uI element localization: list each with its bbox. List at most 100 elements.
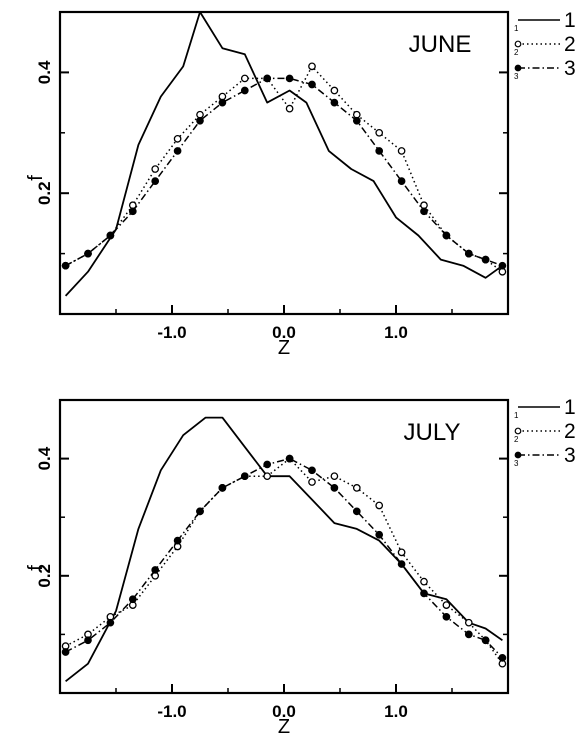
data-point [330, 98, 339, 107]
y-axis-label: f [25, 175, 47, 181]
data-point [330, 484, 339, 492]
series-3 [61, 454, 507, 662]
data-point [375, 128, 384, 137]
legend-index: 2 [514, 435, 519, 444]
data-point [352, 484, 361, 492]
x-axis-label: Z [278, 716, 290, 734]
data-point [106, 618, 115, 627]
data-point [173, 147, 182, 155]
data-point [285, 454, 294, 463]
legend-index: 1 [514, 24, 519, 33]
x-tick-label: 1.0 [384, 323, 408, 342]
series-1 [64, 11, 503, 297]
data-point [240, 86, 249, 95]
data-point [442, 612, 451, 621]
data-point [375, 501, 384, 510]
x-tick-label: 1.0 [384, 702, 408, 721]
data-point [397, 560, 406, 568]
data-point [61, 261, 70, 270]
y-axis-label: f [25, 565, 47, 571]
data-point [397, 177, 406, 185]
data-point [481, 636, 490, 645]
data-point [240, 472, 249, 481]
data-point [84, 249, 92, 258]
data-point [375, 530, 384, 539]
data-point [263, 74, 272, 83]
legend-marker [514, 427, 522, 435]
legend-index: 2 [514, 48, 519, 57]
data-point [498, 653, 507, 662]
series-3 [61, 74, 507, 270]
data-point [464, 630, 473, 639]
data-point [442, 231, 451, 240]
data-point [240, 74, 249, 83]
x-axis-label: Z [278, 337, 290, 359]
data-point [464, 618, 473, 627]
x-tick-label: 0.0 [272, 702, 296, 721]
data-point [352, 507, 361, 516]
data-point [196, 116, 204, 125]
legend-index: 3 [514, 459, 519, 468]
data-point [263, 460, 272, 469]
legend-marker [514, 451, 522, 459]
data-point [151, 177, 160, 185]
y-tick-label: 0.2 [35, 564, 54, 588]
data-point [151, 566, 160, 574]
data-point [61, 648, 70, 656]
data-point [285, 74, 294, 83]
panel-label: JUNE [409, 31, 472, 58]
data-point [308, 62, 316, 71]
data-point [218, 98, 227, 107]
data-point [308, 80, 316, 89]
series-1 [65, 416, 503, 683]
data-point [308, 478, 316, 486]
legend-label-3: 3 [564, 57, 576, 80]
data-point [84, 636, 92, 645]
data-point [218, 484, 227, 492]
data-point [285, 104, 294, 113]
y-tick-label: 0.4 [35, 60, 54, 84]
x-tick-label: -1.0 [157, 702, 186, 721]
legend-label-1: 1 [564, 396, 576, 419]
legend-label-2: 2 [564, 33, 576, 56]
series-line-2 [65, 457, 504, 665]
y-tick-label: 0.2 [35, 181, 54, 205]
data-point [330, 86, 339, 95]
data-point [397, 548, 406, 557]
data-point [420, 589, 428, 598]
x-tick-label: 0.0 [272, 323, 296, 342]
data-point [173, 134, 182, 143]
data-point [151, 165, 160, 173]
series-line-3 [65, 77, 503, 267]
data-point [173, 536, 182, 545]
series-2 [61, 62, 507, 276]
legend-marker [514, 40, 522, 48]
data-point [420, 207, 428, 216]
data-point [420, 577, 428, 586]
legend-index: 1 [514, 411, 519, 420]
series-line-1 [64, 11, 503, 297]
series-line-1 [65, 416, 503, 683]
legend-marker [514, 64, 522, 72]
data-point [352, 116, 361, 125]
data-point [397, 147, 406, 155]
data-point [128, 595, 137, 604]
panel-label: JULY [404, 419, 461, 446]
x-tick-label: -1.0 [157, 323, 186, 342]
data-point [464, 249, 473, 258]
legend-label-1: 1 [564, 9, 576, 32]
data-point [196, 507, 204, 516]
data-point [375, 147, 384, 155]
legend-label-2: 2 [564, 420, 576, 443]
data-point [308, 466, 316, 475]
data-point [128, 207, 137, 216]
data-point [442, 601, 451, 609]
data-point [106, 231, 115, 240]
data-point [263, 472, 272, 481]
y-tick-label: 0.4 [35, 446, 54, 470]
data-point [498, 261, 507, 270]
legend-label-3: 3 [564, 444, 576, 467]
